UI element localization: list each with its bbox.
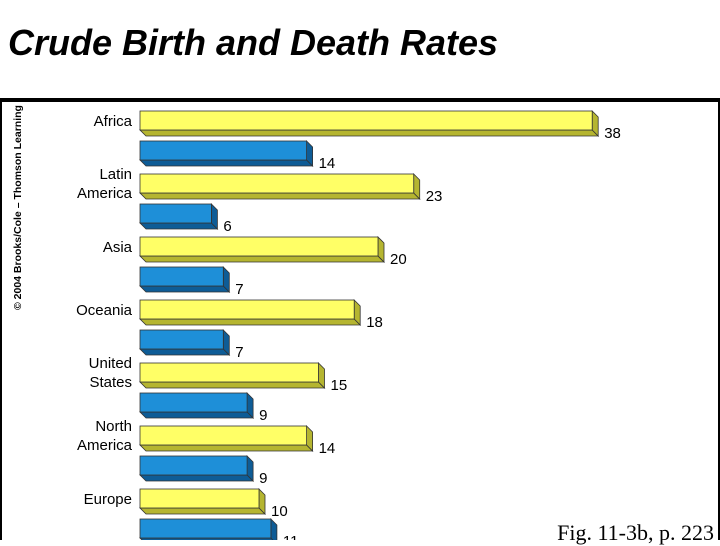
death-bar-africa: [139, 140, 308, 161]
birth-bar-united-states: [139, 362, 319, 383]
death-bar-united-states-bottom: [139, 411, 255, 419]
death-bar-latin-america-bottom: [139, 222, 219, 230]
birth-value-label-united-states: 15: [331, 377, 348, 394]
death-value-label-oceania: 7: [235, 344, 243, 361]
death-value-label-united-states: 9: [259, 407, 267, 424]
birth-value-label-europe: 10: [271, 503, 288, 520]
birth-bar-africa-bottom: [139, 129, 600, 137]
right-border: [718, 98, 720, 540]
birth-bar-asia-bottom: [139, 255, 385, 263]
birth-bar-oceania: [139, 299, 355, 320]
birth-bar-north-america: [139, 425, 308, 446]
birth-bar-asia: [139, 236, 379, 257]
birth-bar-north-america-bottom: [139, 444, 314, 452]
death-bar-oceania: [139, 329, 224, 350]
death-bar-europe-end: [270, 518, 278, 540]
birth-bar-latin-america-bottom: [139, 192, 421, 200]
category-label-asia: Asia: [103, 239, 133, 256]
page-title: Crude Birth and Death Rates: [8, 22, 499, 63]
category-label-north-america: America: [77, 437, 133, 454]
title-rule: [0, 98, 720, 102]
category-label-united-states: United: [89, 355, 132, 372]
death-bar-north-america-bottom: [139, 474, 255, 482]
death-value-label-latin-america: 6: [223, 218, 231, 235]
birth-value-label-oceania: 18: [366, 314, 383, 331]
birth-bar-africa: [139, 110, 593, 131]
category-label-latin-america: America: [77, 185, 133, 202]
birth-value-label-north-america: 14: [319, 440, 336, 457]
category-label-latin-america: Latin: [99, 166, 132, 183]
birth-bar-europe-bottom: [139, 507, 266, 515]
birth-value-label-asia: 20: [390, 251, 407, 268]
death-bar-north-america: [139, 455, 248, 476]
death-value-label-africa: 14: [319, 155, 336, 172]
death-bar-africa-bottom: [139, 159, 314, 167]
category-label-africa: Africa: [94, 113, 133, 130]
death-bar-latin-america: [139, 203, 212, 224]
death-value-label-asia: 7: [235, 281, 243, 298]
category-label-oceania: Oceania: [76, 302, 133, 319]
death-value-label-europe: 11: [283, 533, 299, 540]
death-bar-oceania-bottom: [139, 348, 231, 356]
death-bar-asia-bottom: [139, 285, 231, 293]
birth-bar-latin-america: [139, 173, 415, 194]
figure-caption: Fig. 11-3b, p. 223: [557, 520, 714, 545]
birth-bar-oceania-bottom: [139, 318, 362, 326]
death-bar-asia: [139, 266, 224, 287]
death-bar-united-states: [139, 392, 248, 413]
category-label-europe: Europe: [84, 491, 132, 508]
death-bar-europe: [139, 518, 272, 539]
death-value-label-north-america: 9: [259, 470, 267, 487]
birth-bar-europe: [139, 488, 260, 509]
category-label-north-america: North: [95, 418, 132, 435]
birth-value-label-africa: 38: [604, 125, 621, 142]
category-label-united-states: States: [89, 374, 132, 391]
birth-value-label-latin-america: 23: [426, 188, 443, 205]
birth-bar-united-states-bottom: [139, 381, 326, 389]
left-border: [0, 98, 2, 540]
